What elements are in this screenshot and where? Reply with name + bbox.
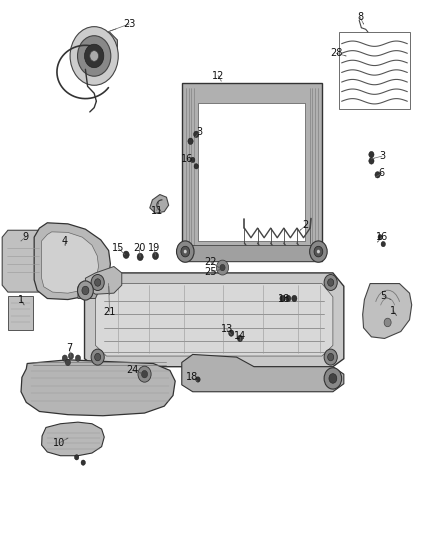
Circle shape (91, 274, 104, 290)
Circle shape (328, 353, 334, 361)
Circle shape (280, 295, 285, 302)
Text: 20: 20 (133, 243, 145, 253)
Text: 19: 19 (148, 243, 160, 253)
Text: 6: 6 (379, 168, 385, 178)
Circle shape (95, 279, 101, 286)
Polygon shape (85, 31, 117, 60)
Circle shape (314, 246, 323, 257)
Circle shape (95, 353, 101, 361)
Text: 14: 14 (234, 332, 246, 341)
Circle shape (375, 172, 380, 178)
Circle shape (384, 318, 391, 327)
Circle shape (317, 249, 320, 254)
Polygon shape (182, 245, 322, 261)
Circle shape (70, 27, 118, 85)
Text: 16: 16 (376, 232, 388, 242)
Text: 8: 8 (357, 12, 363, 22)
Polygon shape (85, 273, 344, 367)
Circle shape (324, 368, 342, 389)
Text: 16: 16 (181, 154, 194, 164)
Circle shape (292, 295, 297, 302)
Text: 5: 5 (380, 291, 386, 301)
Circle shape (137, 253, 143, 261)
Circle shape (78, 36, 111, 76)
Circle shape (369, 151, 374, 158)
Polygon shape (8, 296, 33, 330)
Text: 7: 7 (66, 343, 72, 353)
Circle shape (237, 335, 243, 342)
Circle shape (194, 131, 199, 138)
Text: 12: 12 (212, 71, 224, 80)
Polygon shape (42, 232, 99, 293)
Text: 25: 25 (204, 268, 216, 277)
Polygon shape (95, 284, 333, 356)
Circle shape (194, 164, 198, 169)
Text: 28: 28 (330, 49, 343, 58)
Circle shape (369, 158, 374, 164)
Circle shape (196, 377, 200, 382)
Polygon shape (182, 83, 322, 261)
Circle shape (181, 246, 190, 257)
Circle shape (74, 455, 79, 460)
Circle shape (229, 330, 234, 336)
Circle shape (324, 274, 337, 290)
Polygon shape (182, 354, 344, 392)
Polygon shape (34, 223, 110, 300)
Circle shape (152, 252, 159, 260)
Circle shape (82, 286, 89, 295)
Text: 22: 22 (204, 257, 216, 266)
Circle shape (138, 366, 151, 382)
Circle shape (378, 235, 382, 240)
Polygon shape (85, 266, 122, 294)
Circle shape (90, 51, 99, 61)
Circle shape (177, 241, 194, 262)
Text: 10: 10 (53, 438, 65, 448)
Text: 1: 1 (390, 306, 396, 316)
Text: 24: 24 (126, 366, 138, 375)
Circle shape (65, 359, 71, 366)
Polygon shape (42, 422, 104, 456)
Circle shape (78, 281, 93, 300)
Text: 18: 18 (186, 373, 198, 382)
Polygon shape (363, 284, 412, 338)
Text: 13: 13 (221, 325, 233, 334)
Circle shape (85, 44, 104, 68)
Circle shape (191, 157, 195, 163)
Circle shape (329, 374, 337, 383)
Circle shape (123, 251, 129, 259)
Polygon shape (150, 195, 169, 213)
Circle shape (68, 353, 74, 359)
Polygon shape (21, 360, 175, 416)
Text: 2: 2 (303, 221, 309, 230)
Polygon shape (339, 32, 410, 109)
Text: 23: 23 (123, 19, 135, 29)
Circle shape (220, 264, 225, 271)
Text: 15: 15 (112, 243, 124, 253)
Text: 3: 3 (196, 127, 202, 137)
Circle shape (91, 349, 104, 365)
Polygon shape (198, 103, 305, 241)
Text: 11: 11 (151, 206, 163, 215)
Circle shape (328, 279, 334, 286)
Circle shape (381, 241, 385, 247)
Text: 4: 4 (62, 237, 68, 246)
Circle shape (286, 295, 291, 302)
Text: 9: 9 (22, 232, 28, 242)
Polygon shape (78, 280, 100, 298)
Circle shape (216, 260, 229, 275)
Circle shape (141, 370, 148, 378)
Circle shape (62, 355, 67, 361)
Text: 3: 3 (379, 151, 385, 161)
Circle shape (310, 241, 327, 262)
Text: 18: 18 (278, 294, 290, 304)
Circle shape (188, 138, 193, 144)
Circle shape (81, 460, 85, 465)
Text: 21: 21 (103, 307, 116, 317)
Polygon shape (2, 230, 44, 292)
Text: 1: 1 (18, 295, 24, 305)
Circle shape (184, 249, 187, 254)
Circle shape (75, 355, 81, 361)
Circle shape (324, 349, 337, 365)
